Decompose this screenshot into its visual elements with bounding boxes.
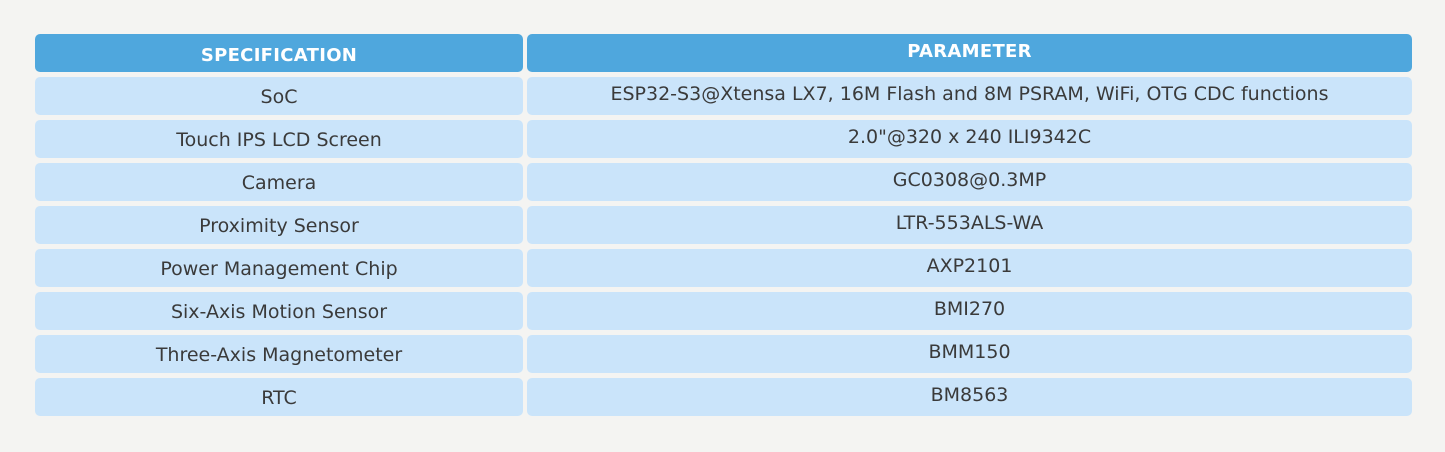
spec-cell: RTC	[35, 378, 523, 416]
param-cell: BMI270	[527, 292, 1412, 330]
param-cell: 2.0"@320 x 240 ILI9342C	[527, 120, 1412, 158]
param-cell: BM8563	[527, 378, 1412, 416]
param-cell: GC0308@0.3MP	[527, 163, 1412, 201]
param-cell: ESP32-S3@Xtensa LX7, 16M Flash and 8M PS…	[527, 77, 1412, 115]
spec-cell: Power Management Chip	[35, 249, 523, 287]
header-specification: SPECIFICATION	[35, 34, 523, 72]
param-cell: LTR-553ALS-WA	[527, 206, 1412, 244]
spec-cell: SoC	[35, 77, 523, 115]
spec-table: SPECIFICATION PARAMETER SoC ESP32-S3@Xte…	[35, 34, 1412, 421]
header-parameter: PARAMETER	[527, 34, 1412, 72]
spec-cell: Six-Axis Motion Sensor	[35, 292, 523, 330]
spec-cell: Touch IPS LCD Screen	[35, 120, 523, 158]
spec-cell: Camera	[35, 163, 523, 201]
spec-cell: Proximity Sensor	[35, 206, 523, 244]
param-cell: BMM150	[527, 335, 1412, 373]
spec-cell: Three-Axis Magnetometer	[35, 335, 523, 373]
param-cell: AXP2101	[527, 249, 1412, 287]
